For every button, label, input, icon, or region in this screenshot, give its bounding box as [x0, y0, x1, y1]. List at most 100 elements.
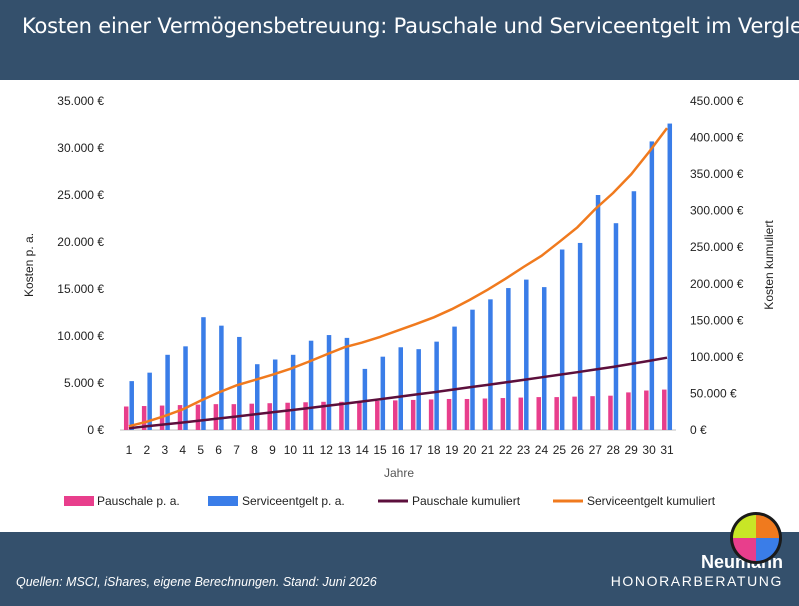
- x-tick-label: 20: [463, 443, 477, 457]
- bar-pauschale: [123, 406, 129, 430]
- bar-pauschale: [500, 398, 506, 430]
- bar-serviceentgelt: [362, 368, 368, 430]
- cost-chart: 0 € 5.000 € 10.000 € 15.000 € 20.000 € 25.000…: [22, 94, 776, 508]
- right-tick-label: 50.000 €: [690, 386, 737, 400]
- legend-swatch-serviceentgelt: [208, 496, 238, 506]
- bar-serviceentgelt: [272, 359, 278, 430]
- x-tick-label: 12: [320, 443, 334, 457]
- bar-serviceentgelt: [201, 317, 206, 430]
- x-tick-label: 14: [355, 443, 369, 457]
- x-tick-label: 23: [517, 443, 531, 457]
- bar-pauschale: [285, 402, 290, 430]
- line-pauschale-kumuliert: [128, 356, 668, 430]
- left-tick-label: 10.000 €: [57, 329, 104, 343]
- bar-serviceentgelt: [380, 356, 386, 430]
- bar-pauschale: [464, 398, 470, 430]
- left-tick-label: 0 €: [87, 423, 104, 437]
- x-tick-label: 30: [642, 443, 656, 457]
- logo-segment: [756, 538, 779, 561]
- x-tick-label: 24: [535, 443, 549, 457]
- x-tick-label: 29: [624, 443, 638, 457]
- x-tick-label: 25: [553, 443, 567, 457]
- left-axis-title: Kosten p. a.: [22, 233, 36, 297]
- bar-pauschale: [536, 397, 541, 430]
- logo-segment: [733, 515, 756, 538]
- brand-logo-icon: [730, 512, 782, 564]
- bar-pauschale: [375, 400, 380, 430]
- bar-pauschale: [428, 399, 434, 430]
- bar-serviceentgelt: [470, 309, 475, 430]
- legend-label-pauschale-kumuliert: Pauschale kumuliert: [412, 494, 521, 508]
- bar-pauschale: [572, 396, 577, 430]
- x-tick-label: 13: [338, 443, 352, 457]
- x-tick-label: 9: [269, 443, 276, 457]
- x-tick-label: 8: [251, 443, 258, 457]
- x-tick-label: 26: [571, 443, 585, 457]
- bar-serviceentgelt: [667, 123, 673, 430]
- right-tick-label: 250.000 €: [690, 240, 744, 254]
- bar-serviceentgelt: [452, 326, 457, 430]
- source-note: Quellen: MSCI, iShares, eigene Berechnun…: [16, 575, 377, 589]
- x-tick-label: 3: [161, 443, 168, 457]
- x-tick-label: 4: [179, 443, 186, 457]
- x-tick-label: 2: [144, 443, 151, 457]
- bar-serviceentgelt: [488, 299, 493, 430]
- bar-serviceentgelt: [398, 347, 403, 430]
- x-tick-label: 17: [409, 443, 423, 457]
- x-tick-label: 28: [607, 443, 621, 457]
- bar-pauschale: [393, 400, 398, 430]
- bar-pauschale: [321, 401, 326, 430]
- bar-pauschale: [339, 401, 344, 430]
- bar-serviceentgelt: [308, 340, 314, 430]
- x-tick-label: 16: [391, 443, 405, 457]
- footer: Quellen: MSCI, iShares, eigene Berechnun…: [0, 532, 799, 606]
- right-axis-title: Kosten kumuliert: [762, 220, 776, 310]
- x-tick-label: 1: [126, 443, 133, 457]
- brand-subtitle: HONORARBERATUNG: [610, 573, 783, 589]
- bar-serviceentgelt: [577, 242, 583, 430]
- bar-serviceentgelt: [541, 287, 547, 430]
- bar-serviceentgelt: [255, 364, 260, 430]
- bar-serviceentgelt: [219, 325, 224, 430]
- x-tick-label: 19: [445, 443, 459, 457]
- bar-pauschale: [303, 402, 308, 430]
- header: Kosten einer Vermögensbetreuung: Pauscha…: [0, 0, 799, 80]
- bar-serviceentgelt: [129, 381, 134, 430]
- bar-serviceentgelt: [613, 223, 619, 430]
- chart-panel: 0 € 5.000 € 10.000 € 15.000 € 20.000 € 25.000…: [0, 80, 799, 532]
- right-tick-label: 450.000 €: [690, 94, 744, 108]
- bar-serviceentgelt: [524, 279, 529, 430]
- bar-pauschale: [626, 392, 631, 430]
- bar-pauschale: [662, 389, 667, 430]
- left-tick-label: 30.000 €: [57, 141, 104, 155]
- bar-serviceentgelt: [183, 346, 188, 430]
- legend-swatch-pauschale: [64, 496, 94, 506]
- left-tick-label: 20.000 €: [57, 235, 104, 249]
- bar-pauschale: [554, 397, 559, 430]
- logo-segment: [733, 538, 756, 561]
- x-tick-label: 7: [233, 443, 240, 457]
- x-tick-label: 10: [284, 443, 298, 457]
- legend-label-serviceentgelt: Serviceentgelt p. a.: [242, 494, 345, 508]
- bar-pauschale: [590, 396, 595, 430]
- left-tick-label: 15.000 €: [57, 282, 104, 296]
- x-tick-label: 31: [660, 443, 674, 457]
- bar-serviceentgelt: [649, 141, 655, 431]
- x-tick-label: 11: [302, 443, 315, 457]
- page-title: Kosten einer Vermögensbetreuung: Pauscha…: [22, 14, 799, 38]
- line-serviceentgelt-kumuliert: [128, 127, 668, 428]
- bar-serviceentgelt: [326, 335, 332, 430]
- x-axis-title: Jahre: [384, 466, 414, 480]
- bar-pauschale: [410, 399, 416, 430]
- bar-pauschale: [644, 390, 649, 430]
- bar-pauschale: [195, 404, 201, 430]
- right-tick-label: 350.000 €: [690, 167, 744, 181]
- bar-pauschale: [177, 405, 183, 430]
- right-tick-label: 100.000 €: [690, 350, 744, 364]
- right-tick-label: 400.000 €: [690, 131, 744, 145]
- bar-pauschale: [608, 395, 613, 430]
- x-tick-label: 22: [499, 443, 513, 457]
- bar-serviceentgelt: [506, 288, 511, 430]
- bar-serviceentgelt: [165, 354, 170, 430]
- x-tick-label: 15: [373, 443, 387, 457]
